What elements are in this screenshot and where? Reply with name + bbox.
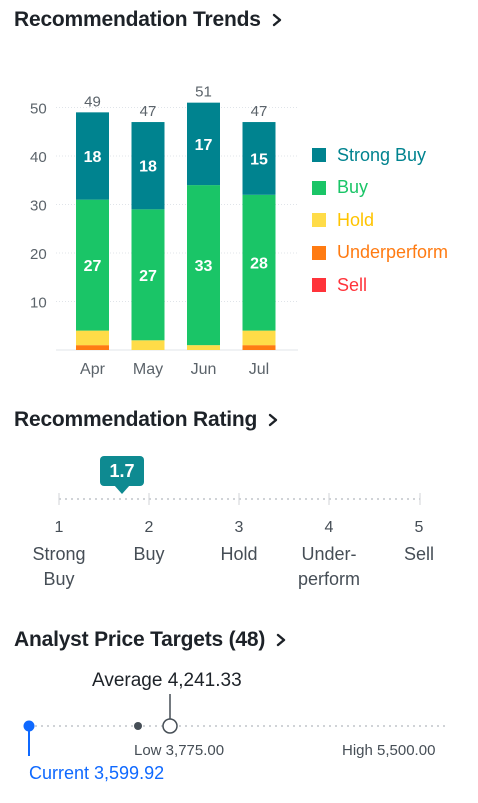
- bar-segment-value-label: 17: [195, 137, 213, 154]
- rating-scale-item-1: 1 Strong Buy: [32, 515, 85, 592]
- analyst-price-targets-title[interactable]: Analyst Price Targets (48): [14, 628, 289, 652]
- trends-legend: Strong Buy Buy Hold Underperform Sell: [312, 139, 448, 302]
- x-category-label: Apr: [80, 361, 106, 378]
- bar-segment-hold: [187, 345, 220, 350]
- rating-value-badge: 1.7: [100, 456, 144, 494]
- rating-scale-label: Hold: [220, 544, 258, 564]
- legend-swatch-strong-buy: [312, 148, 326, 163]
- rating-scale-item-4: 4 Under- perform: [298, 515, 360, 592]
- legend-label-underperform: Underperform: [337, 242, 449, 263]
- recommendation-rating-label: Recommendation Rating: [14, 408, 258, 431]
- chevron-right-icon: [276, 633, 286, 647]
- bar-segment-buy: [131, 209, 165, 341]
- rating-scale-item-3: 3 Hold: [220, 515, 257, 567]
- average-target-marker: [162, 718, 178, 734]
- low-target-marker: [134, 722, 142, 730]
- average-target-label: Average 4,241.33: [92, 670, 242, 691]
- bar-total-label: 47: [140, 103, 157, 120]
- rating-scale-label: Sell: [403, 544, 435, 564]
- legend-label-buy: Buy: [337, 177, 369, 198]
- bar-segment-buy: [76, 199, 109, 331]
- rating-scale-track: [58, 493, 421, 505]
- recommendation-trends-label: Recommendation Trends: [14, 8, 261, 31]
- legend-item-underperform: Underperform: [312, 237, 448, 270]
- x-category-label: Jul: [249, 361, 269, 378]
- rating-scale-item-2: 2 Buy: [133, 515, 164, 567]
- bar-total-label: 49: [84, 93, 101, 110]
- bar-segment-strong-buy: [76, 112, 109, 200]
- legend-label-strong-buy: Strong Buy: [337, 144, 427, 165]
- current-price-label: Current 3,599.92: [29, 763, 165, 783]
- y-tick-label: 40: [30, 149, 47, 166]
- rating-scale-label-line2: perform: [297, 569, 361, 589]
- chevron-right-icon: [268, 413, 278, 427]
- y-tick-label: 10: [30, 295, 47, 312]
- legend-swatch-buy: [312, 180, 326, 195]
- bar-segment-underperform: [242, 345, 276, 350]
- bar-segment-hold: [131, 340, 165, 350]
- y-tick-label: 50: [30, 101, 47, 118]
- legend-swatch-underperform: [312, 245, 326, 260]
- high-target-label: High 5,500.00: [342, 742, 436, 759]
- rating-scale-number: 2: [144, 519, 154, 536]
- current-price-marker: [23, 720, 35, 732]
- rating-scale-number: 3: [234, 519, 244, 536]
- x-category-label: Jun: [191, 361, 217, 378]
- low-target-label: Low 3,775.00: [134, 742, 225, 759]
- rating-scale-number: 1: [54, 519, 64, 536]
- legend-label-sell: Sell: [337, 274, 368, 295]
- bar-segment-value-label: 18: [139, 159, 157, 176]
- rating-scale-labels: 1 Strong Buy 2 Buy 3 Hold 4 Under- perfo…: [0, 515, 478, 595]
- bar-segment-value-label: 15: [250, 151, 268, 168]
- rating-scale-number: 5: [414, 519, 424, 536]
- bar-segment-buy: [187, 185, 220, 346]
- bar-segment-value-label: 27: [139, 268, 157, 285]
- price-target-track: [23, 694, 448, 756]
- y-tick-label: 30: [30, 198, 47, 215]
- rating-scale-label-line2: Buy: [43, 569, 75, 589]
- recommendation-trends-title[interactable]: Recommendation Trends: [14, 8, 285, 32]
- rating-scale-number: 4: [324, 519, 334, 536]
- bar-segment-value-label: 27: [84, 258, 102, 275]
- bar-segment-hold: [242, 330, 276, 346]
- bar-segment-strong-buy: [187, 102, 220, 186]
- recommendation-trends-chart: 10 20 30 40 50 27 18 49 Apr 27 18 47 May 33 17 51 Jun 28 1…: [30, 84, 298, 378]
- bar-segment-buy: [242, 194, 276, 331]
- rating-value: 1.7: [109, 461, 135, 481]
- bar-segment-value-label: 18: [84, 149, 102, 166]
- bar-segment-strong-buy: [131, 122, 165, 210]
- bar-segment-strong-buy: [242, 122, 276, 195]
- rating-scale-item-5: 5 Sell: [404, 515, 434, 567]
- x-category-label: May: [133, 361, 163, 378]
- analyst-price-targets-label: Analyst Price Targets (48): [14, 628, 266, 651]
- legend-item-buy: Buy: [312, 172, 448, 205]
- legend-label-hold: Hold: [337, 209, 375, 230]
- rating-scale-label: Buy: [133, 544, 165, 564]
- legend-item-sell: Sell: [312, 269, 448, 302]
- legend-item-strong-buy: Strong Buy: [312, 139, 448, 172]
- legend-swatch-sell: [312, 278, 326, 293]
- rating-scale-label: Strong: [32, 544, 86, 564]
- legend-swatch-hold: [312, 213, 326, 228]
- bar-segment-value-label: 33: [195, 258, 213, 275]
- rating-scale-label: Under-: [301, 544, 357, 564]
- bar-total-label: 51: [195, 84, 212, 101]
- bar-total-label: 47: [251, 103, 268, 120]
- bar-segment-value-label: 28: [250, 256, 268, 273]
- bar-segment-hold: [76, 330, 109, 346]
- legend-item-hold: Hold: [312, 204, 448, 237]
- chevron-right-icon: [272, 13, 281, 27]
- y-tick-label: 20: [30, 246, 47, 263]
- recommendation-rating-title[interactable]: Recommendation Rating: [14, 408, 281, 432]
- bar-segment-underperform: [76, 345, 109, 350]
